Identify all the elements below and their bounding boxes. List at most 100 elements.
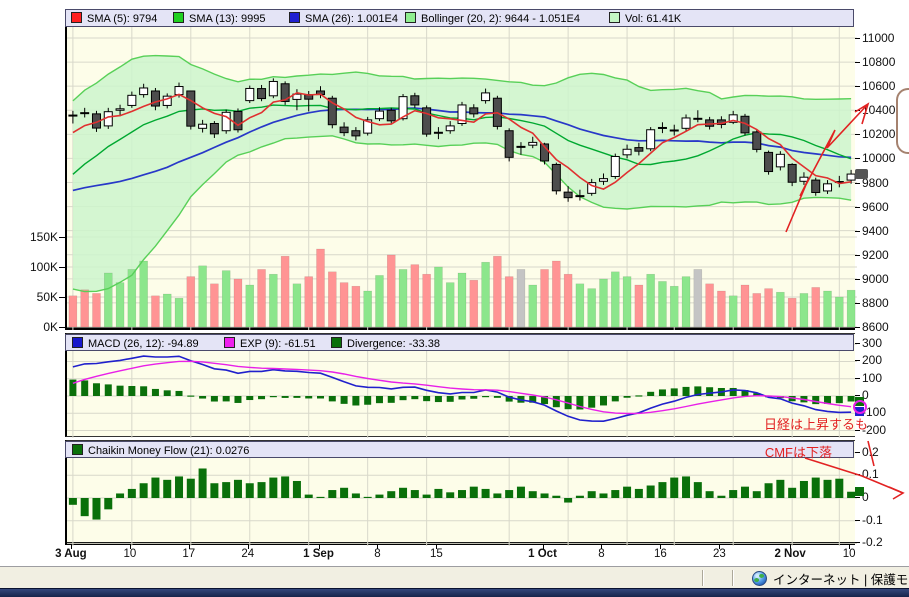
price-axis-label: 9400 [862, 223, 889, 238]
cmf-annotation-text: CMFは下落 [764, 445, 832, 460]
x-axis-label: 3 Aug [55, 548, 87, 560]
price-axis-label: 10400 [862, 103, 896, 118]
price-axis-label: 11000 [862, 31, 895, 45]
bollinger-band-fill [72, 55, 852, 292]
cmf-axis-label: 0.1 [862, 467, 879, 482]
price-axis-label: 10600 [862, 79, 896, 94]
legend-item: Bollinger (20, 2): 9644 - 1.051E4 [405, 12, 580, 25]
cmf-axis-label: -0.1 [862, 512, 883, 527]
legend-item: EXP (9): -61.51 [224, 337, 316, 350]
legend-item: Chaikin Money Flow (21): 0.0276 [72, 444, 249, 457]
axis-tick [855, 497, 860, 498]
legend-item: Vol: 61.41K [609, 12, 681, 25]
x-axis-label: 15 [430, 548, 443, 560]
legend-item: SMA (26): 1.001E4 [289, 12, 398, 25]
macd-line [72, 355, 852, 423]
bollinger-lower-line [72, 135, 852, 293]
macd-legend-strip: MACD (26, 12): -94.89 EXP (9): -61.51 Dive… [65, 334, 854, 351]
globe-icon [752, 571, 767, 586]
legend-label: Bollinger (20, 2): 9644 - 1.051E4 [421, 13, 580, 25]
axis-tick [855, 278, 860, 280]
bollinger-upper-line [72, 54, 852, 102]
x-axis-label: 23 [712, 548, 726, 560]
axis-tick [318, 545, 320, 549]
axis-tick [855, 327, 860, 328]
status-separator [702, 570, 704, 586]
x-axis-label: 16 [654, 548, 667, 560]
legend-marker-icon [609, 12, 620, 23]
volume-axis-label: 50K [36, 290, 58, 304]
cmf-legend-strip: Chaikin Money Flow (21): 0.0276 [65, 441, 854, 458]
status-zone: インターネット | 保護モ [752, 569, 908, 588]
axis-tick [849, 545, 851, 549]
volume-axis-label: 150K [29, 230, 58, 244]
volume-axis-label: 0K [43, 320, 58, 334]
legend-item: MACD (26, 12): -94.89 [72, 337, 199, 350]
axis-tick [855, 206, 860, 208]
axis-tick [188, 545, 190, 549]
sma5-line [72, 91, 852, 190]
axis-tick [719, 545, 721, 549]
x-axis-label: 2 Nov [774, 548, 806, 560]
legend-item: SMA (5): 9794 [71, 12, 157, 25]
price-volume-pane[interactable] [65, 27, 857, 330]
price-axis-label: 10200 [862, 127, 896, 142]
axis-tick [855, 302, 860, 304]
cmf-bars [68, 468, 856, 520]
x-axis-label: 1 Sep [303, 548, 334, 560]
axis-tick [855, 451, 860, 453]
axis-tick [247, 545, 249, 549]
axis-tick [855, 110, 860, 112]
status-separator [732, 570, 734, 586]
axis-tick [855, 38, 860, 39]
macd-axis-label: -100 [862, 405, 887, 420]
volume-axis-label: 100K [29, 260, 58, 274]
legend-marker-icon [72, 444, 83, 455]
axis-tick [542, 545, 544, 549]
axis-tick [70, 545, 72, 549]
axis-tick [59, 297, 65, 298]
x-axis-label: 17 [182, 548, 196, 560]
taskbar-edge [0, 588, 909, 597]
macd-axis-label: 300 [862, 336, 883, 351]
legend-label: SMA (5): 9794 [87, 13, 158, 25]
axis-tick [855, 474, 860, 476]
cmf-axis-label: 0.2 [862, 444, 879, 459]
legend-label: Divergence: -33.38 [347, 338, 440, 350]
axis-tick [855, 542, 860, 544]
legend-item: Divergence: -33.38 [331, 337, 440, 350]
axis-tick [855, 519, 860, 521]
last-price-marker [855, 169, 868, 180]
axis-tick [129, 545, 131, 549]
axis-tick [59, 267, 65, 268]
volume-bars [68, 248, 856, 328]
legend-label: EXP (9): -61.51 [240, 338, 316, 350]
legend-label: Chaikin Money Flow (21): 0.0276 [88, 445, 250, 457]
status-zone-text: インターネット | 保護モ [773, 573, 909, 587]
legend-label: SMA (13): 9995 [189, 13, 266, 25]
axis-tick [855, 395, 860, 396]
axis-tick [855, 86, 860, 88]
axis-tick [377, 545, 379, 549]
cmf-value-marker [855, 486, 864, 496]
exp-line [72, 360, 852, 415]
axis-tick [855, 377, 860, 379]
legend-marker-icon [71, 12, 82, 23]
legend-marker-icon [72, 337, 83, 348]
legend-marker-icon [224, 337, 235, 348]
x-axis-label: 1 Oct [528, 548, 557, 560]
legend-label: Vol: 61.41K [625, 13, 682, 25]
price-axis-label: 10000 [862, 151, 896, 166]
axis-tick [855, 429, 860, 431]
price-axis-label: 9800 [862, 175, 889, 190]
x-axis-label: 24 [241, 548, 255, 560]
axis-tick [855, 230, 860, 232]
legend-label: MACD (26, 12): -94.89 [88, 338, 199, 350]
legend-label: SMA (26): 1.001E4 [305, 13, 398, 25]
status-bar: インターネット | 保護モ [0, 566, 909, 588]
legend-marker-icon [331, 337, 342, 348]
axis-tick [436, 545, 438, 549]
x-axis-label: 8 [374, 548, 381, 560]
axis-tick [790, 545, 792, 549]
